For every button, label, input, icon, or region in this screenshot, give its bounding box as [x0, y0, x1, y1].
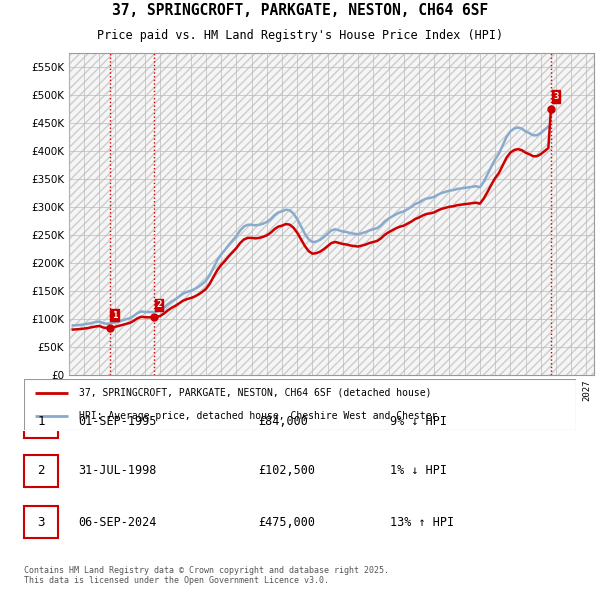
Text: £84,000: £84,000	[258, 415, 308, 428]
Text: 31-JUL-1998: 31-JUL-1998	[78, 464, 157, 477]
Text: 06-SEP-2024: 06-SEP-2024	[78, 516, 157, 529]
Text: 3: 3	[553, 92, 559, 101]
Text: 1: 1	[37, 415, 45, 428]
Text: 01-SEP-1995: 01-SEP-1995	[78, 415, 157, 428]
Text: 9% ↓ HPI: 9% ↓ HPI	[390, 415, 447, 428]
Text: Price paid vs. HM Land Registry's House Price Index (HPI): Price paid vs. HM Land Registry's House …	[97, 29, 503, 42]
Text: 1% ↓ HPI: 1% ↓ HPI	[390, 464, 447, 477]
FancyBboxPatch shape	[24, 406, 58, 438]
Text: HPI: Average price, detached house, Cheshire West and Chester: HPI: Average price, detached house, Ches…	[79, 411, 437, 421]
Text: 37, SPRINGCROFT, PARKGATE, NESTON, CH64 6SF (detached house): 37, SPRINGCROFT, PARKGATE, NESTON, CH64 …	[79, 388, 432, 398]
FancyBboxPatch shape	[24, 455, 58, 487]
Text: £102,500: £102,500	[258, 464, 315, 477]
Text: £475,000: £475,000	[258, 516, 315, 529]
FancyBboxPatch shape	[24, 506, 58, 538]
Text: 2: 2	[156, 300, 161, 309]
Text: 13% ↑ HPI: 13% ↑ HPI	[390, 516, 454, 529]
Text: Contains HM Land Registry data © Crown copyright and database right 2025.
This d: Contains HM Land Registry data © Crown c…	[24, 566, 389, 585]
FancyBboxPatch shape	[24, 379, 576, 430]
Text: 3: 3	[37, 516, 45, 529]
Text: 1: 1	[112, 310, 117, 320]
Text: 37, SPRINGCROFT, PARKGATE, NESTON, CH64 6SF: 37, SPRINGCROFT, PARKGATE, NESTON, CH64 …	[112, 2, 488, 18]
Text: 2: 2	[37, 464, 45, 477]
